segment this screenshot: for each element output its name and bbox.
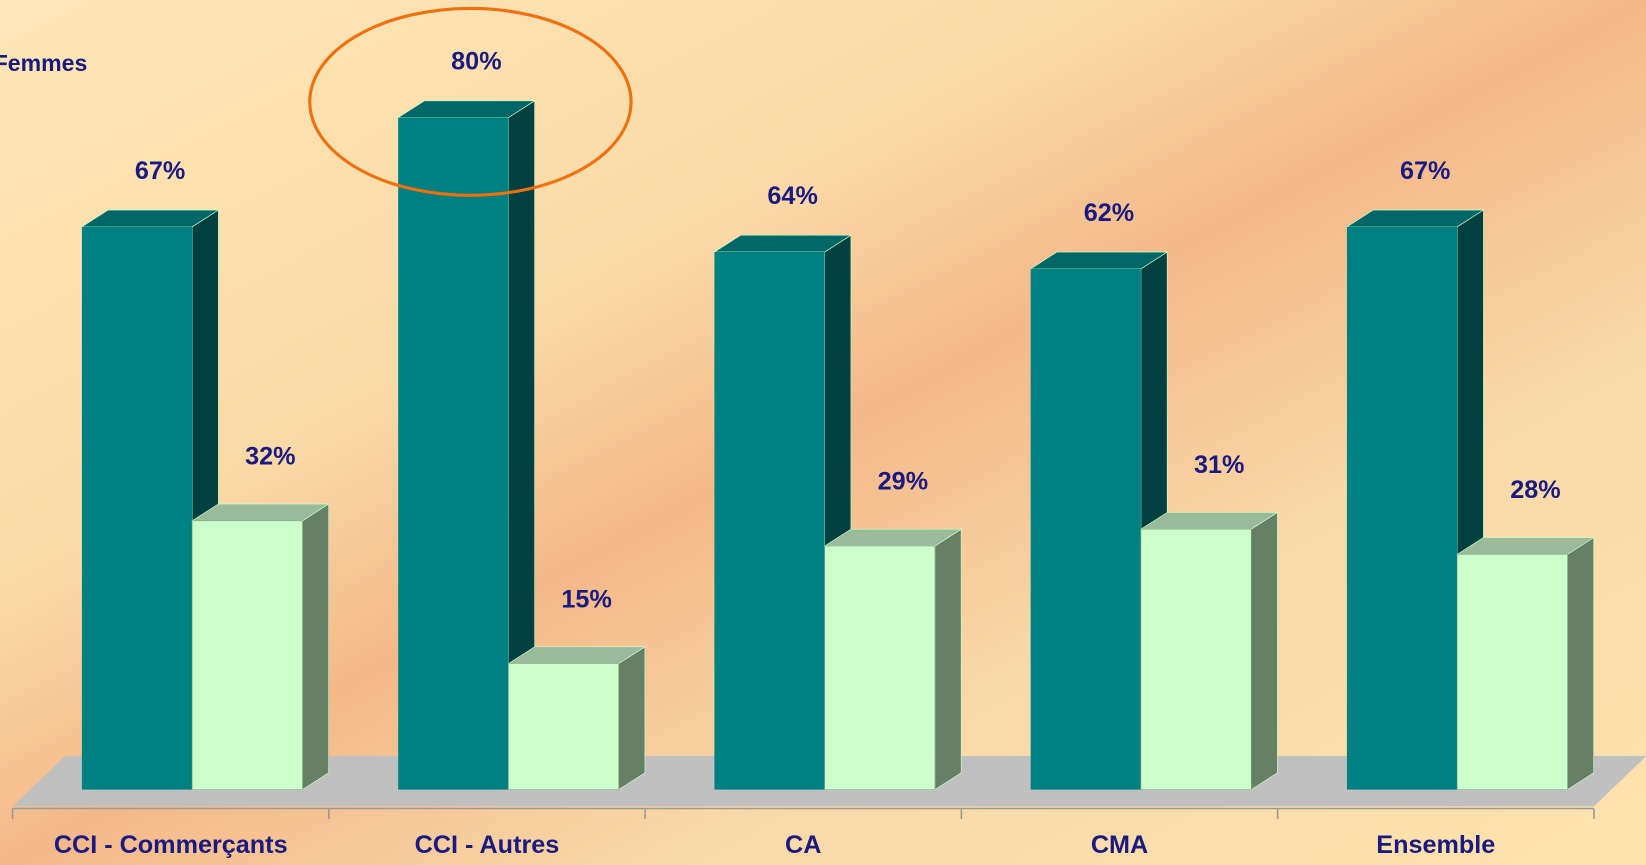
bar: [398, 117, 509, 790]
x-tick-label: CMA: [1091, 831, 1148, 859]
bar: [508, 663, 619, 790]
bar: [191, 520, 303, 790]
bar-side: [302, 503, 329, 791]
plot: Femmes CCI - Commerçants 67% 32% CCI - Autr…: [0, 6, 1646, 859]
x-tick-label: CCI - Autres: [415, 831, 560, 859]
data-label: 32%: [245, 442, 295, 470]
data-label: 67%: [135, 157, 185, 185]
data-label: 31%: [1194, 451, 1244, 479]
x-tick-label: CA: [785, 831, 821, 859]
data-label: 64%: [767, 182, 817, 210]
bar-side: [1567, 537, 1595, 791]
data-label: 62%: [1084, 199, 1134, 227]
highlight-ellipse: [308, 6, 633, 197]
bar-side: [1250, 511, 1278, 791]
x-tick-label: CCI - Commerçants: [54, 831, 288, 859]
legend-label: Femmes: [0, 50, 87, 76]
data-label: 28%: [1510, 476, 1560, 504]
bar: [714, 251, 825, 790]
bar: [824, 545, 936, 790]
bar: [1456, 554, 1568, 790]
x-tick-label: Ensemble: [1376, 831, 1495, 859]
data-label: 80%: [451, 48, 501, 76]
bar: [1140, 528, 1252, 790]
bar-side: [618, 646, 646, 791]
data-label: 15%: [561, 585, 611, 613]
bar: [1346, 226, 1458, 790]
data-label: 29%: [878, 468, 928, 496]
bar-side: [934, 528, 962, 791]
bar: [81, 226, 193, 790]
data-label: 67%: [1400, 157, 1450, 185]
bar: [1030, 268, 1141, 790]
